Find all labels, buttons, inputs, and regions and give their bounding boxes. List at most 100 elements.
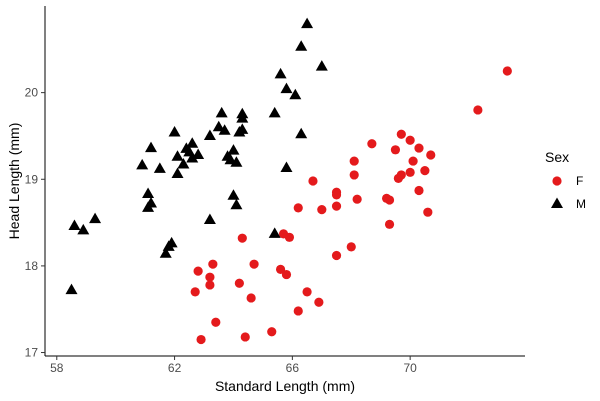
data-points bbox=[65, 17, 512, 345]
data-point-m bbox=[68, 219, 81, 231]
data-point-f bbox=[405, 135, 415, 145]
data-point-f bbox=[317, 204, 327, 215]
ticks: 58 62 66 70 17 18 19 20 bbox=[25, 86, 418, 375]
data-point-f bbox=[293, 203, 303, 213]
axes bbox=[44, 6, 525, 357]
legend-title: Sex bbox=[545, 149, 569, 165]
data-point-f bbox=[414, 185, 424, 196]
data-point-f bbox=[284, 232, 295, 242]
data-point-f bbox=[426, 150, 436, 160]
data-point-m bbox=[168, 125, 181, 137]
data-point-m bbox=[212, 120, 225, 132]
data-point-m bbox=[177, 158, 190, 169]
data-point-f bbox=[314, 297, 324, 307]
legend: Sex FM bbox=[545, 149, 586, 211]
data-point-f bbox=[302, 287, 312, 297]
data-point-f bbox=[308, 176, 318, 186]
data-point-m bbox=[268, 106, 281, 118]
data-point-f bbox=[384, 195, 395, 205]
data-point-f bbox=[293, 306, 303, 316]
data-point-f bbox=[384, 219, 395, 229]
data-point-f bbox=[473, 105, 483, 115]
data-point-m bbox=[145, 141, 158, 153]
legend-marker-m bbox=[551, 197, 563, 208]
data-point-f bbox=[281, 269, 292, 280]
data-point-f bbox=[352, 194, 362, 204]
data-point-f bbox=[349, 156, 359, 166]
data-point-f bbox=[390, 145, 401, 155]
x-tick-label: 66 bbox=[286, 361, 300, 375]
data-point-f bbox=[502, 66, 512, 76]
x-tick-label: 62 bbox=[168, 361, 182, 375]
y-tick-label: 17 bbox=[25, 346, 39, 360]
legend-items: FM bbox=[551, 174, 586, 211]
y-tick-label: 18 bbox=[25, 259, 39, 273]
data-point-f bbox=[349, 170, 359, 180]
data-point-m bbox=[145, 197, 158, 208]
data-point-m bbox=[159, 247, 172, 258]
y-tick-label: 19 bbox=[25, 172, 39, 186]
data-point-m bbox=[203, 129, 216, 140]
data-point-m bbox=[227, 144, 240, 155]
data-point-m bbox=[142, 187, 155, 198]
data-point-f bbox=[211, 317, 221, 327]
data-point-f bbox=[408, 156, 418, 166]
data-point-m bbox=[280, 82, 293, 94]
data-point-m bbox=[289, 88, 302, 100]
data-point-f bbox=[331, 201, 342, 211]
data-point-f bbox=[190, 287, 200, 297]
data-point-f bbox=[405, 167, 415, 177]
data-point-m bbox=[301, 17, 314, 29]
data-point-f bbox=[208, 259, 218, 269]
data-point-f bbox=[196, 334, 206, 345]
data-point-m bbox=[315, 60, 328, 71]
data-point-f bbox=[396, 170, 406, 180]
legend-label-m: M bbox=[576, 197, 586, 211]
data-point-m bbox=[136, 158, 149, 170]
data-point-f bbox=[275, 264, 286, 274]
data-point-m bbox=[65, 283, 78, 295]
data-point-f bbox=[205, 272, 215, 282]
data-point-m bbox=[230, 198, 243, 210]
data-point-f bbox=[246, 293, 256, 303]
data-point-m bbox=[236, 123, 249, 134]
data-point-f bbox=[420, 166, 430, 176]
data-point-f bbox=[331, 190, 342, 200]
data-point-m bbox=[77, 223, 90, 235]
data-point-f bbox=[237, 233, 247, 243]
data-point-f bbox=[205, 280, 215, 290]
legend-label-f: F bbox=[576, 174, 583, 188]
data-point-f bbox=[331, 250, 342, 261]
data-point-f bbox=[423, 207, 433, 217]
legend-marker-f bbox=[552, 176, 562, 186]
data-point-m bbox=[186, 151, 199, 163]
data-point-f bbox=[346, 242, 356, 252]
data-point-m bbox=[280, 161, 293, 172]
data-point-m bbox=[274, 67, 287, 79]
data-point-m bbox=[203, 213, 216, 224]
x-tick-label: 70 bbox=[403, 361, 417, 375]
data-point-m bbox=[171, 150, 184, 161]
data-point-m bbox=[236, 107, 249, 119]
x-axis-title: Standard Length (mm) bbox=[215, 378, 355, 394]
data-point-f bbox=[234, 278, 244, 288]
data-point-m bbox=[171, 167, 184, 179]
data-point-m bbox=[215, 106, 228, 118]
data-point-f bbox=[414, 143, 424, 153]
data-point-m bbox=[218, 124, 231, 135]
x-tick-label: 58 bbox=[50, 361, 64, 375]
data-point-m bbox=[153, 162, 166, 173]
data-point-m bbox=[89, 212, 102, 224]
data-point-m bbox=[192, 148, 205, 159]
data-point-m bbox=[295, 40, 308, 51]
data-point-f bbox=[396, 129, 406, 139]
data-point-m bbox=[186, 137, 199, 148]
data-point-f bbox=[240, 332, 250, 342]
data-point-f bbox=[249, 259, 259, 269]
data-point-f bbox=[193, 266, 203, 276]
data-point-m bbox=[227, 189, 240, 200]
data-point-f bbox=[267, 327, 277, 337]
data-point-m bbox=[295, 127, 308, 139]
data-point-m bbox=[230, 156, 243, 167]
